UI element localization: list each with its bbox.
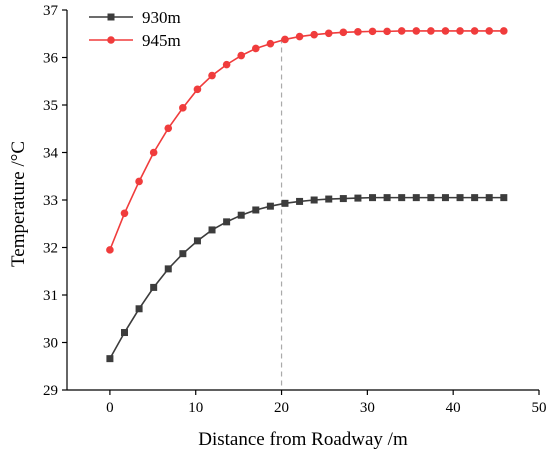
data-point-945m (237, 51, 246, 60)
data-point-945m (252, 44, 260, 53)
data-point-945m (222, 60, 231, 69)
data-point-945m (339, 28, 348, 37)
data-point-930m (135, 305, 143, 313)
data-point-930m (208, 226, 216, 234)
data-point-930m (456, 194, 464, 202)
data-point-945m (179, 104, 187, 112)
legend-label-930m: 930m (142, 8, 181, 27)
x-tick-label: 50 (532, 400, 547, 416)
data-point-930m (412, 194, 420, 202)
y-tick-label: 35 (43, 98, 58, 114)
x-axis-title: Distance from Roadway /m (198, 429, 408, 450)
data-point-945m (208, 71, 216, 80)
data-point-930m (471, 194, 479, 202)
data-point-945m (456, 27, 464, 35)
plot-area (106, 27, 508, 390)
data-point-945m (441, 27, 450, 35)
data-point-945m (368, 27, 377, 36)
data-point-930m (369, 194, 377, 202)
y-axis-title: Temperature /°C (8, 141, 29, 267)
data-point-930m (339, 195, 347, 203)
data-point-930m (164, 265, 172, 273)
data-point-930m (354, 194, 362, 202)
series-line-945m (109, 30, 504, 251)
data-point-930m (120, 329, 128, 337)
data-point-930m (252, 206, 260, 214)
data-point-945m (295, 32, 304, 41)
ticks: 0 10 20 30 40 50 29 30 31 32 33 34 35 36 37 (43, 3, 547, 416)
x-tick-label: 20 (274, 400, 289, 416)
y-tick-label: 33 (43, 193, 58, 209)
data-point-945m (354, 28, 362, 36)
data-point-930m (281, 199, 289, 207)
data-point-930m (310, 196, 318, 204)
data-point-945m (281, 35, 289, 44)
legend-marker-945m (107, 36, 115, 44)
data-point-945m (485, 27, 494, 35)
data-point-945m (412, 27, 421, 35)
data-point-930m (441, 194, 449, 202)
data-point-930m (150, 283, 158, 291)
legend-label-945m: 945m (142, 31, 181, 50)
data-point-945m (324, 29, 333, 38)
data-point-945m (310, 30, 318, 39)
data-point-930m (266, 202, 274, 210)
x-tick-label: 30 (360, 400, 375, 416)
y-tick-label: 29 (43, 383, 58, 399)
y-tick-label: 34 (43, 146, 59, 162)
data-point-930m (106, 355, 114, 363)
data-point-930m (427, 194, 435, 202)
legend-marker-930m (107, 13, 115, 21)
x-tick-label: 0 (106, 400, 114, 416)
data-point-945m (427, 27, 435, 35)
y-tick-label: 31 (43, 288, 58, 304)
y-tick-label: 36 (43, 51, 59, 67)
data-point-930m (398, 194, 406, 202)
data-point-945m (193, 85, 202, 94)
y-tick-label: 30 (43, 336, 58, 352)
data-point-945m (135, 177, 143, 186)
data-point-930m (223, 218, 231, 226)
data-point-930m (325, 195, 333, 203)
data-point-945m (164, 124, 173, 133)
data-point-945m (470, 27, 479, 35)
data-point-930m (500, 194, 508, 202)
y-tick-label: 32 (43, 241, 58, 257)
data-point-930m (296, 197, 304, 205)
x-tick-label: 40 (446, 400, 461, 416)
data-point-945m (397, 27, 406, 35)
data-point-945m (266, 39, 275, 48)
data-point-945m (500, 27, 508, 35)
data-point-945m (120, 209, 129, 218)
data-point-945m (106, 246, 114, 254)
data-point-930m (237, 211, 245, 219)
legend: 930m 945m (89, 8, 181, 50)
data-point-930m (485, 194, 493, 202)
data-point-930m (383, 194, 391, 202)
y-tick-label: 37 (43, 3, 59, 19)
series-line-930m (109, 196, 504, 360)
data-point-930m (179, 250, 187, 258)
data-point-930m (193, 237, 201, 245)
data-point-945m (383, 27, 391, 36)
x-tick-label: 10 (188, 400, 203, 416)
data-point-945m (149, 148, 158, 157)
